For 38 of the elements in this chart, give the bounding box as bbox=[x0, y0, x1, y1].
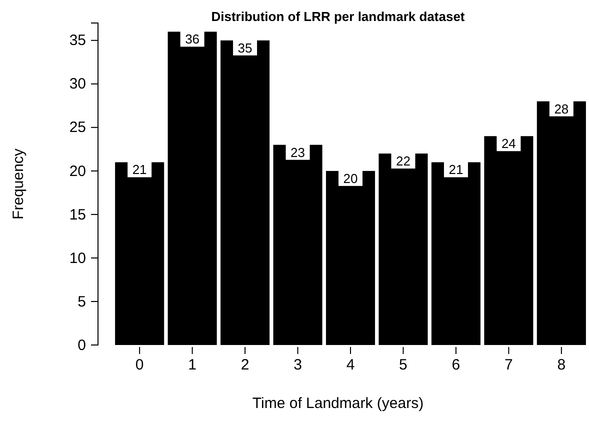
y-tick-label: 25 bbox=[69, 119, 86, 136]
x-tick-label: 8 bbox=[557, 356, 566, 374]
data-label: 36 bbox=[185, 32, 200, 47]
bar bbox=[220, 40, 270, 345]
x-tick-label: 1 bbox=[188, 356, 196, 374]
y-tick-label: 0 bbox=[78, 336, 86, 354]
bar bbox=[484, 136, 534, 345]
y-tick-label: 10 bbox=[69, 250, 86, 267]
x-tick-label: 5 bbox=[399, 356, 408, 374]
data-label: 24 bbox=[501, 136, 516, 152]
bar bbox=[168, 32, 217, 345]
y-tick-label: 5 bbox=[78, 293, 86, 310]
y-tick-label: 30 bbox=[69, 76, 86, 93]
bar bbox=[378, 154, 428, 345]
x-tick-label: 3 bbox=[294, 356, 302, 374]
x-tick-label: 4 bbox=[346, 356, 355, 374]
data-label: 22 bbox=[396, 154, 410, 169]
x-tick-label: 7 bbox=[504, 356, 513, 374]
chart-title: Distribution of LRR per landmark dataset bbox=[211, 9, 466, 24]
y-tick-label: 35 bbox=[69, 32, 86, 50]
x-tick-label: 6 bbox=[452, 356, 460, 374]
data-label: 28 bbox=[554, 101, 569, 116]
bar bbox=[536, 101, 586, 345]
y-tick-label: 15 bbox=[69, 206, 86, 224]
bar bbox=[431, 162, 480, 345]
bar bbox=[273, 144, 322, 345]
x-tick-label: 2 bbox=[240, 356, 250, 374]
data-label: 21 bbox=[132, 162, 147, 178]
x-tick-label: 0 bbox=[135, 356, 144, 374]
x-axis-title: Time of Landmark (years) bbox=[252, 395, 424, 412]
data-label: 35 bbox=[238, 40, 252, 56]
data-label: 20 bbox=[343, 170, 358, 186]
bar bbox=[326, 170, 376, 345]
y-tick-label: 20 bbox=[69, 162, 86, 180]
y-axis-title: Frequency bbox=[10, 148, 27, 220]
data-label: 23 bbox=[290, 144, 306, 160]
bar bbox=[115, 162, 164, 345]
data-label: 21 bbox=[448, 162, 464, 178]
